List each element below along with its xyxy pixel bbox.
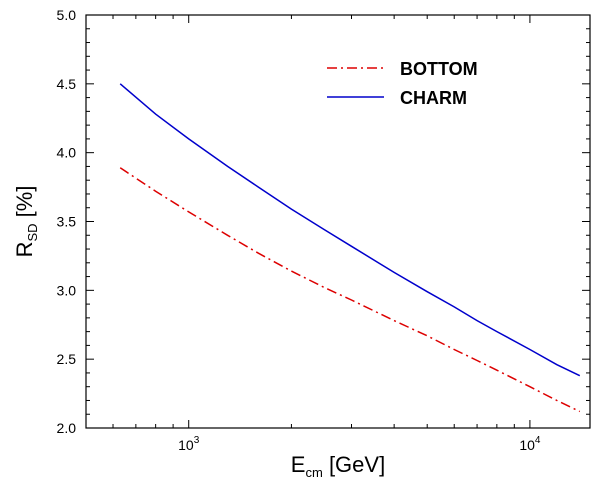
y-axis-label-main: R	[12, 242, 37, 258]
x-tick-exponent: 3	[194, 435, 200, 446]
y-tick-label: 2.0	[57, 420, 77, 436]
series-layer	[119, 83, 581, 413]
series-charm-line	[119, 83, 581, 377]
y-axis-label-sub: SD	[25, 223, 40, 241]
y-axis-label: RSD [%]	[12, 186, 40, 258]
y-tick-label: 3.5	[57, 214, 77, 230]
legend: BOTTOM CHARM	[327, 59, 478, 108]
x-tick-exponent: 4	[535, 435, 541, 446]
y-tick-label: 4.5	[57, 76, 77, 92]
legend-label-charm: CHARM	[400, 88, 467, 108]
x-axis-label: Ecm [GeV]	[291, 452, 385, 479]
plot-frame	[85, 14, 591, 429]
y-tick-label: 4.0	[57, 145, 77, 161]
axis-ticks	[85, 14, 590, 429]
y-axis-label-unit: [%]	[12, 186, 37, 224]
x-tick-base: 10	[178, 437, 194, 453]
y-tick-label: 2.5	[57, 351, 77, 367]
x-axis-label-main: E	[291, 452, 306, 477]
y-tick-label: 5.0	[57, 7, 77, 23]
x-axis-label-sub: cm	[305, 465, 322, 479]
x-tick-label: 103	[178, 435, 200, 453]
legend-label-bottom: BOTTOM	[400, 59, 478, 79]
y-tick-label: 3.0	[57, 282, 77, 298]
x-tick-label: 104	[519, 435, 541, 453]
x-axis-label-unit: [GeV]	[323, 452, 385, 477]
x-tick-base: 10	[519, 437, 535, 453]
series-bottom-line	[119, 167, 581, 413]
